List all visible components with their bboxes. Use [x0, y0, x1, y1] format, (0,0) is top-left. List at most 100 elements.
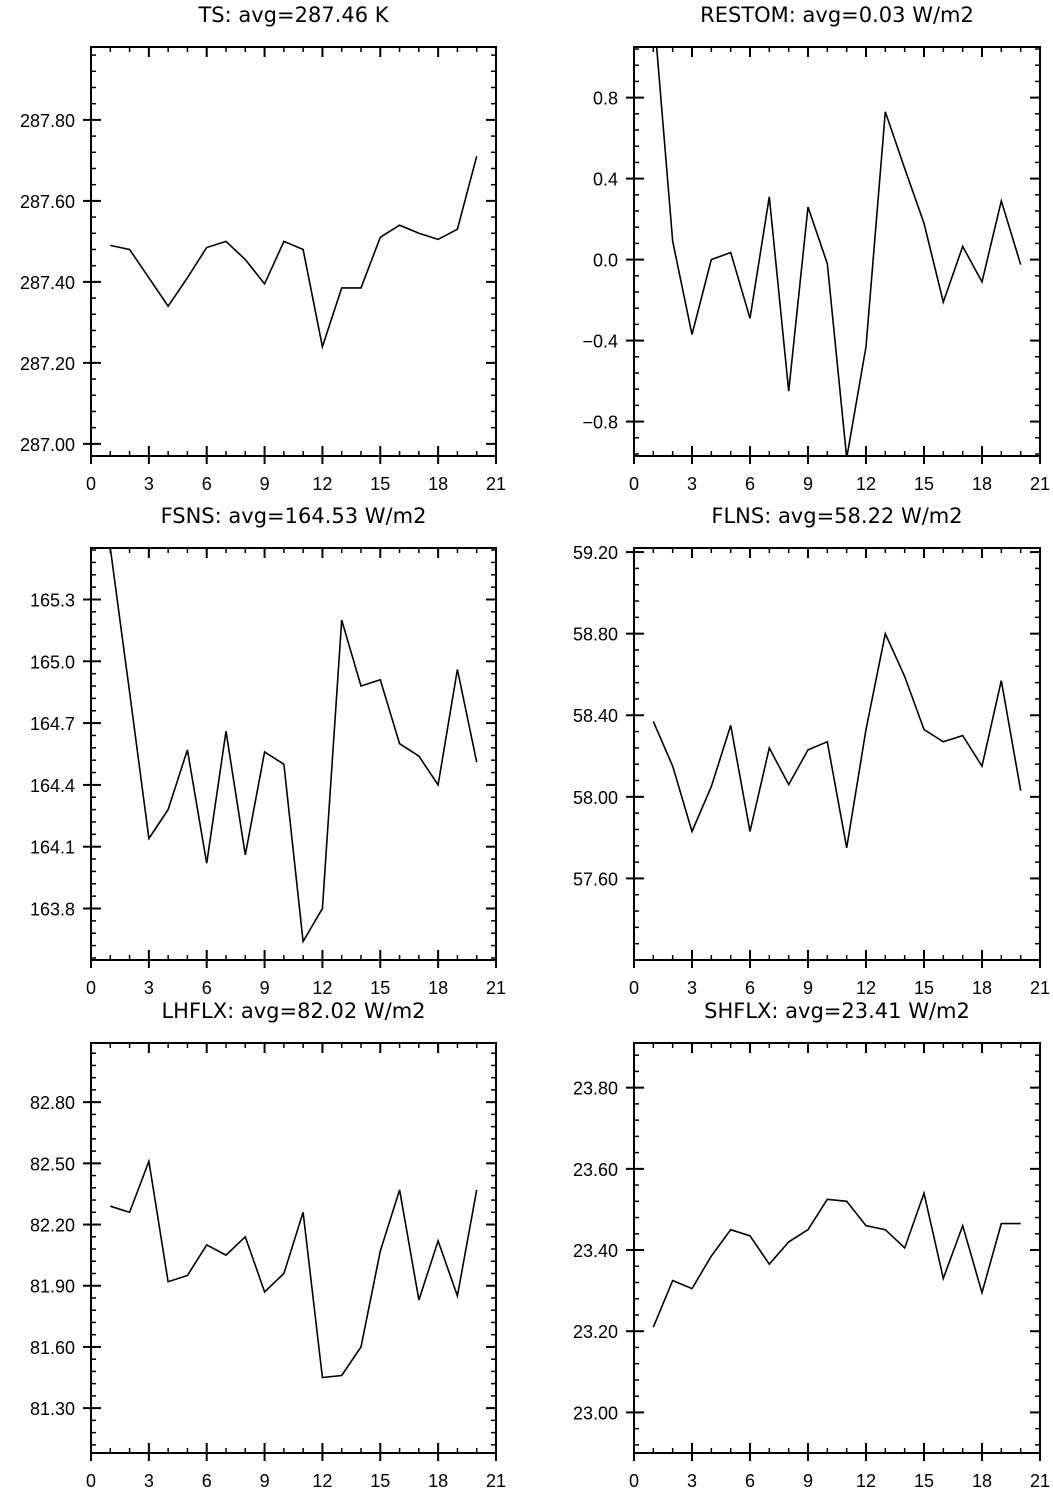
x-tick-label: 12	[312, 978, 332, 998]
x-tick-label: 18	[428, 1471, 448, 1491]
x-tick-label: 21	[486, 978, 506, 998]
x-tick-label: 15	[914, 474, 934, 494]
x-tick-label: 3	[687, 978, 697, 998]
y-tick-label: 81.90	[30, 1277, 75, 1297]
x-tick-label: 6	[745, 474, 755, 494]
x-tick-label: 0	[629, 474, 639, 494]
series-line	[109, 548, 478, 944]
x-tick-label: 21	[1030, 1471, 1050, 1491]
y-tick-label: 82.50	[30, 1154, 75, 1174]
x-tick-label: 21	[1030, 978, 1050, 998]
chart-title: FSNS: avg=164.53 W/m2	[161, 504, 427, 528]
x-tick-label: 12	[856, 978, 876, 998]
plot-frame	[633, 547, 1041, 961]
series-line	[655, 47, 1022, 456]
x-tick-label: 0	[86, 1471, 96, 1491]
y-tick-label: 287.60	[20, 192, 75, 212]
x-tick-label: 15	[914, 978, 934, 998]
y-tick-label: 81.60	[30, 1338, 75, 1358]
chart-title: FLNS: avg=58.22 W/m2	[711, 504, 962, 528]
y-tick-label: 58.80	[573, 625, 618, 645]
y-tick-label: 165.0	[30, 652, 75, 672]
plot-frame	[90, 46, 497, 457]
plot-frame	[90, 547, 497, 961]
x-tick-label: 6	[202, 978, 212, 998]
y-tick-label: −0.8	[582, 413, 618, 433]
y-tick-label: 23.80	[573, 1079, 618, 1099]
series-line	[652, 1190, 1021, 1328]
x-tick-label: 3	[144, 474, 154, 494]
series-line	[652, 631, 1022, 848]
x-tick-label: 12	[856, 474, 876, 494]
x-tick-label: 21	[486, 474, 506, 494]
x-tick-label: 18	[972, 474, 992, 494]
y-tick-label: 165.3	[30, 591, 75, 611]
y-tick-label: 287.80	[20, 111, 75, 131]
chart-title: RESTOM: avg=0.03 W/m2	[700, 3, 974, 27]
x-tick-label: 9	[803, 474, 813, 494]
y-tick-label: 164.1	[30, 838, 75, 858]
x-tick-label: 3	[687, 1471, 697, 1491]
y-tick-label: 23.60	[573, 1160, 618, 1180]
y-tick-label: 164.4	[30, 776, 75, 796]
x-tick-label: 15	[370, 474, 390, 494]
y-tick-label: 0.8	[593, 89, 618, 109]
x-tick-label: 21	[1030, 474, 1050, 494]
x-tick-label: 9	[803, 978, 813, 998]
x-tick-label: 21	[486, 1471, 506, 1491]
x-tick-label: 9	[803, 1471, 813, 1491]
y-tick-label: 82.80	[30, 1093, 75, 1113]
x-tick-label: 12	[312, 474, 332, 494]
x-tick-label: 15	[370, 978, 390, 998]
chart-panel-1: TS: avg=287.46 K 0 3 6 9 12 15 18 21 287.00 287.20…	[20, 3, 506, 494]
x-tick-label: 3	[144, 978, 154, 998]
x-tick-label: 18	[972, 1471, 992, 1491]
y-tick-label: 0.0	[593, 251, 618, 271]
x-tick-label: 18	[428, 474, 448, 494]
chart-panel-4: FLNS: avg=58.22 W/m2 0 3 6 9 12 15 18 21 57.60 58.…	[573, 504, 1050, 998]
y-tick-label: 81.30	[30, 1399, 75, 1419]
y-tick-label: 23.00	[573, 1403, 618, 1423]
chart-panel-3: FSNS: avg=164.53 W/m2 0 3 6 9 12 15 18 21 163.8 16…	[30, 504, 506, 998]
x-tick-label: 0	[629, 1471, 639, 1491]
y-tick-label: 58.00	[573, 788, 618, 808]
plot-frame	[90, 1042, 497, 1454]
y-tick-label: 164.7	[30, 714, 75, 734]
x-tick-label: 6	[202, 474, 212, 494]
y-tick-label: 59.20	[573, 543, 618, 563]
y-tick-label: 58.40	[573, 706, 618, 726]
x-tick-label: 15	[914, 1471, 934, 1491]
plot-frame	[633, 46, 1041, 457]
x-tick-label: 6	[202, 1471, 212, 1491]
series-line	[110, 1158, 478, 1379]
y-tick-label: 82.20	[30, 1216, 75, 1236]
x-tick-label: 3	[687, 474, 697, 494]
x-tick-label: 6	[745, 978, 755, 998]
x-tick-label: 18	[428, 978, 448, 998]
y-tick-label: 23.20	[573, 1322, 618, 1342]
x-tick-label: 9	[260, 978, 270, 998]
x-tick-label: 0	[629, 978, 639, 998]
x-tick-label: 0	[86, 474, 96, 494]
chart-title: SHFLX: avg=23.41 W/m2	[704, 999, 970, 1023]
x-tick-label: 9	[260, 474, 270, 494]
x-tick-label: 12	[856, 1471, 876, 1491]
x-tick-label: 3	[144, 1471, 154, 1491]
y-tick-label: 163.8	[30, 900, 75, 920]
y-tick-label: 23.40	[573, 1241, 618, 1261]
y-tick-label: −0.4	[582, 332, 618, 352]
x-tick-label: 15	[370, 1471, 390, 1491]
x-tick-label: 6	[745, 1471, 755, 1491]
chart-panel-5: LHFLX: avg=82.02 W/m2 0 3 6 9 12 15 18 21 81.30 81…	[30, 999, 506, 1491]
chart-panel-2: RESTOM: avg=0.03 W/m2 0 3 6 9 12 15 18 21 −0.8 −0.…	[582, 3, 1050, 494]
series-line	[110, 156, 478, 350]
y-tick-label: 0.4	[593, 170, 618, 190]
x-tick-label: 0	[86, 978, 96, 998]
chart-title: LHFLX: avg=82.02 W/m2	[161, 999, 425, 1023]
y-tick-label: 287.20	[20, 354, 75, 374]
x-tick-label: 12	[312, 1471, 332, 1491]
y-tick-label: 287.40	[20, 273, 75, 293]
chart-panel-6: SHFLX: avg=23.41 W/m2 0 3 6 9 12 15 18 21 23.00 23…	[573, 999, 1050, 1491]
plot-frame	[633, 1042, 1041, 1454]
y-tick-label: 57.60	[573, 869, 618, 889]
